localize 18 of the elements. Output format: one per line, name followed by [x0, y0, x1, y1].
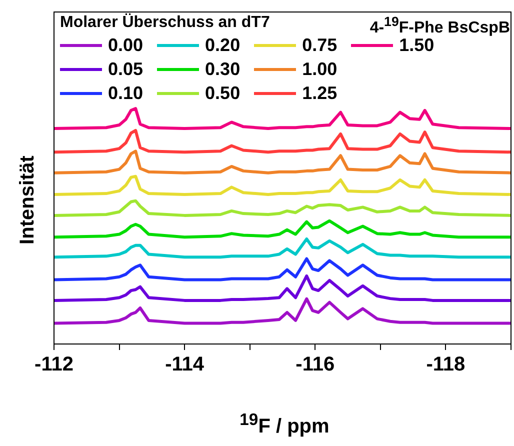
x-tick-label: -114	[165, 354, 205, 376]
legend-label: 0.20	[205, 34, 240, 56]
legend-label: 1.00	[302, 58, 338, 80]
x-tick-label: -116	[296, 354, 335, 376]
chart-title: 4-$^{19}$F-Phe BsCspB	[370, 14, 510, 38]
legend-label: 0.50	[205, 82, 240, 104]
legend-label: 0.10	[108, 82, 144, 104]
legend-label: 0.00	[108, 34, 144, 56]
x-axis-title: $^{19}$F / ppm	[238, 410, 330, 439]
x-tick-label: -112	[34, 354, 74, 376]
legend-label: 0.05	[108, 58, 144, 80]
legend-label: 0.75	[302, 34, 338, 56]
legend-label: 1.25	[302, 82, 338, 104]
x-tick-label: -118	[426, 354, 466, 376]
legend-label: 0.30	[205, 58, 240, 80]
legend-label: 1.50	[399, 34, 434, 56]
y-axis-title: Intensität	[16, 156, 40, 244]
legend-title: Molarer Überschuss an dT7	[60, 14, 270, 31]
